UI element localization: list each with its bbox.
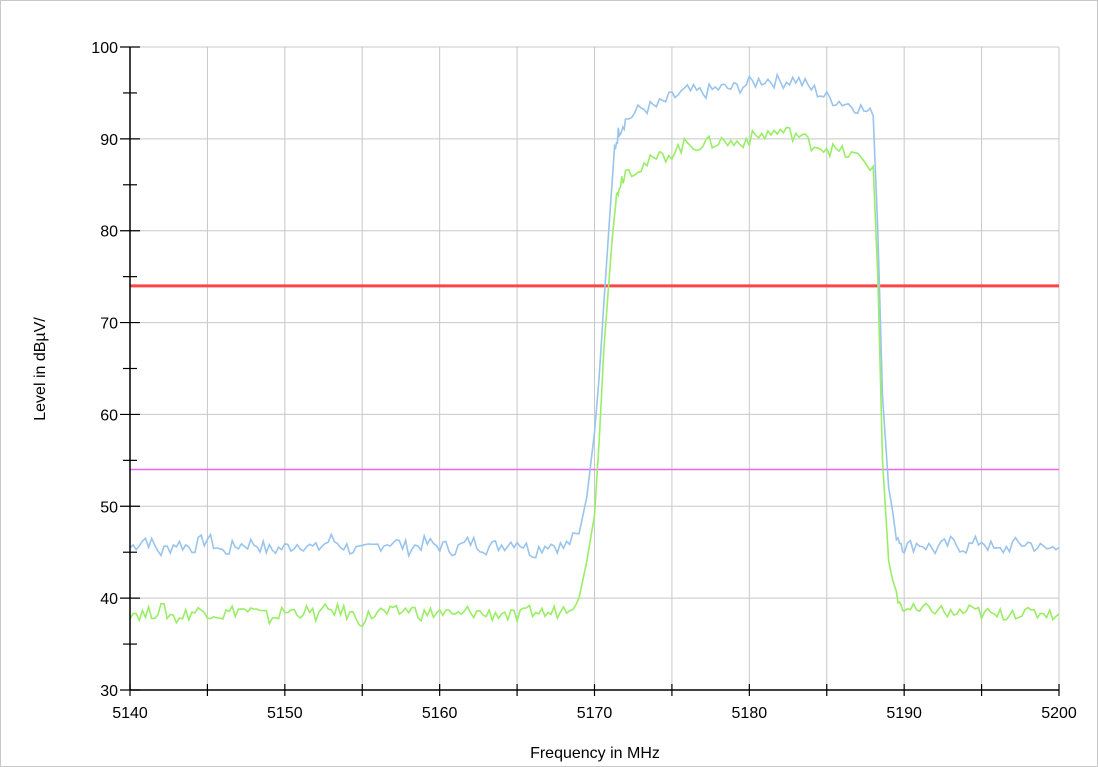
x-tick-label: 5200 — [1041, 705, 1077, 722]
y-tick-label: 60 — [100, 407, 118, 424]
x-axis-title: Frequency in MHz — [530, 745, 660, 762]
series-line-2 — [129, 126, 1060, 628]
limit-lines — [130, 284, 1059, 471]
y-tick-label: 50 — [100, 499, 118, 516]
y-axis-title: Level in dBµV/ — [32, 317, 49, 421]
y-tick-label: 70 — [100, 316, 118, 333]
y-tick-label: 100 — [91, 40, 118, 57]
grid — [130, 46, 1060, 690]
axes — [120, 46, 1060, 696]
x-tick-label: 5180 — [732, 705, 768, 722]
x-tick-label: 5150 — [267, 705, 303, 722]
y-tick-label: 80 — [100, 224, 118, 241]
y-tick-label: 90 — [100, 132, 118, 149]
x-tick-label: 5160 — [422, 705, 458, 722]
x-tick-label: 5190 — [886, 705, 922, 722]
series-group — [129, 72, 1060, 628]
x-tick-labels: 5140 5150 5160 5170 5180 5190 5200 — [112, 705, 1077, 722]
y-tick-labels: 30 40 50 60 70 80 90 100 — [91, 40, 118, 700]
y-tick-label: 30 — [100, 683, 118, 700]
y-tick-label: 40 — [100, 591, 118, 608]
series-line-1 — [129, 72, 1060, 559]
x-tick-label: 5140 — [112, 705, 148, 722]
x-tick-label: 5170 — [577, 705, 613, 722]
